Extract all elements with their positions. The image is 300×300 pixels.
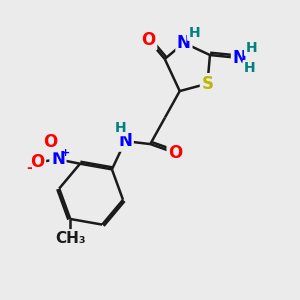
Text: O: O [44, 133, 58, 151]
Text: N: N [177, 34, 191, 52]
Text: N: N [51, 150, 65, 168]
Text: H: H [188, 26, 200, 40]
Text: H: H [245, 41, 257, 55]
Text: H: H [115, 121, 127, 135]
Text: CH₃: CH₃ [55, 231, 86, 246]
Text: N: N [118, 132, 132, 150]
Text: H: H [244, 61, 256, 75]
Text: O: O [30, 153, 44, 171]
Text: N: N [232, 49, 246, 67]
Text: -: - [26, 160, 32, 175]
Text: O: O [141, 31, 156, 49]
Text: S: S [202, 75, 214, 93]
Text: O: O [168, 144, 182, 162]
Text: +: + [61, 148, 70, 158]
